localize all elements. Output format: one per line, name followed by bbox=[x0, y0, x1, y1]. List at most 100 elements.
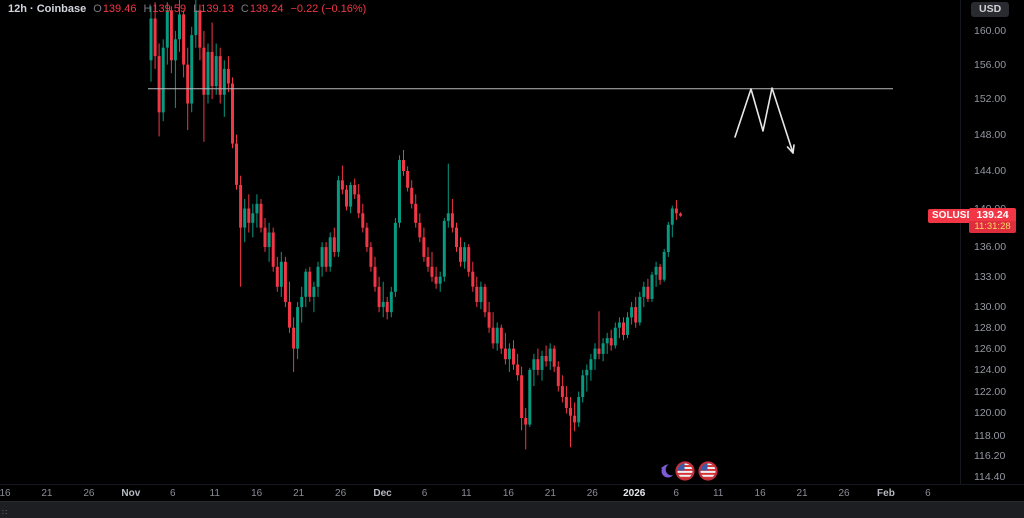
price-axis-label: 148.00 bbox=[974, 128, 1007, 141]
chart-canvas[interactable] bbox=[0, 0, 1024, 484]
time-axis-label: 6 bbox=[925, 488, 931, 499]
candle bbox=[532, 353, 536, 387]
us-flag-icon[interactable] bbox=[698, 461, 718, 481]
candle bbox=[630, 301, 634, 325]
price-axis-label: 128.00 bbox=[974, 321, 1007, 334]
candle bbox=[622, 317, 625, 341]
time-axis-label: 26 bbox=[83, 488, 95, 499]
candle bbox=[617, 317, 621, 339]
candle bbox=[491, 312, 495, 349]
candle bbox=[332, 227, 336, 257]
candle bbox=[503, 332, 507, 365]
candle bbox=[336, 175, 340, 257]
candle bbox=[214, 43, 218, 95]
candle bbox=[165, 2, 169, 65]
candle bbox=[658, 263, 662, 285]
candle bbox=[369, 242, 373, 272]
candle bbox=[650, 271, 654, 302]
time-axis-label: 16 bbox=[251, 488, 263, 499]
candle bbox=[479, 281, 483, 310]
candle bbox=[601, 338, 605, 362]
us-flag-icon[interactable] bbox=[675, 461, 695, 481]
candle bbox=[679, 212, 682, 217]
candle bbox=[499, 324, 503, 354]
candle bbox=[467, 244, 471, 277]
time-axis-label: 16 bbox=[502, 488, 514, 499]
price-axis[interactable]: 160.00156.00152.00148.00144.00140.00136.… bbox=[960, 0, 1024, 484]
candle bbox=[674, 200, 678, 220]
candle bbox=[210, 22, 214, 100]
candle bbox=[569, 397, 572, 448]
bottom-toolbar-strip: ∷ bbox=[0, 501, 1024, 518]
time-axis-label: 11 bbox=[209, 488, 220, 499]
candle bbox=[206, 43, 210, 104]
price-axis-label: 133.00 bbox=[974, 270, 1007, 283]
price-axis-label: 116.20 bbox=[974, 450, 1006, 463]
price-axis-label: 136.00 bbox=[974, 241, 1007, 254]
candle bbox=[357, 184, 361, 218]
candle bbox=[536, 348, 540, 376]
candle bbox=[552, 345, 556, 372]
time-axis-label: Nov bbox=[121, 488, 141, 499]
candle bbox=[589, 353, 593, 381]
crescent-moon-icon[interactable] bbox=[661, 463, 678, 478]
candle bbox=[459, 237, 462, 267]
candle bbox=[247, 194, 251, 233]
candle bbox=[666, 221, 670, 257]
candle bbox=[597, 311, 601, 360]
candle bbox=[593, 343, 597, 370]
time-axis[interactable]: 16 21 26 Nov 6 11 16 21 26 Dec 6 11 16 21 26 2026 6 11 16 2… bbox=[0, 484, 1024, 502]
candle bbox=[218, 47, 222, 104]
time-axis-label: 11 bbox=[712, 488, 724, 499]
candle bbox=[520, 366, 524, 431]
arrow-drawing[interactable] bbox=[734, 87, 795, 154]
price-axis-label: 114.40 bbox=[974, 471, 1006, 484]
time-axis-label: 2026 bbox=[623, 488, 646, 499]
candle bbox=[349, 182, 353, 214]
currency-toggle-button[interactable]: USD bbox=[971, 2, 1010, 17]
price-axis-label: 144.00 bbox=[974, 165, 1007, 178]
candle bbox=[516, 353, 520, 381]
candle bbox=[161, 39, 165, 122]
candle bbox=[609, 329, 613, 351]
last-price-tag: 139.24 bbox=[969, 208, 1016, 222]
candle bbox=[585, 364, 589, 392]
chart-legend[interactable]: 12h · Coinbase O 139.46 H 139.59 L 139.1… bbox=[8, 3, 366, 15]
candle bbox=[198, 4, 202, 61]
time-axis-label: 21 bbox=[41, 488, 53, 499]
close-value: C 139.24 bbox=[240, 3, 284, 15]
candle bbox=[581, 369, 585, 403]
candle bbox=[235, 134, 238, 190]
price-axis-label: 122.00 bbox=[974, 385, 1007, 398]
time-axis-label: 11 bbox=[461, 488, 472, 499]
candle bbox=[646, 278, 650, 302]
candle bbox=[638, 291, 642, 326]
candle bbox=[487, 301, 491, 333]
candle bbox=[381, 281, 385, 318]
time-axis-label: 26 bbox=[335, 488, 347, 499]
calendar-event-icons[interactable] bbox=[656, 460, 722, 482]
candle bbox=[446, 163, 450, 228]
candle bbox=[613, 322, 617, 349]
candle bbox=[548, 343, 552, 370]
candle bbox=[194, 0, 198, 48]
candle bbox=[169, 6, 173, 74]
candle bbox=[556, 361, 560, 392]
candle bbox=[573, 402, 577, 432]
candle bbox=[149, 6, 153, 82]
change-value: −0.22 (−0.16%) bbox=[290, 3, 367, 15]
price-axis-label: 124.00 bbox=[974, 363, 1007, 376]
high-value: H 139.59 bbox=[143, 3, 187, 15]
time-axis-label: 26 bbox=[838, 488, 850, 499]
candle bbox=[434, 266, 438, 289]
candle bbox=[463, 242, 467, 269]
candle bbox=[173, 30, 177, 108]
candle bbox=[662, 249, 666, 282]
time-axis-label: 16 bbox=[0, 488, 11, 499]
candle bbox=[528, 367, 532, 427]
candle bbox=[512, 340, 515, 370]
candle bbox=[340, 165, 344, 195]
candle bbox=[283, 256, 287, 308]
open-value: O 139.46 bbox=[93, 3, 137, 15]
symbol-price-tag[interactable]: SOLUSD bbox=[928, 209, 978, 223]
